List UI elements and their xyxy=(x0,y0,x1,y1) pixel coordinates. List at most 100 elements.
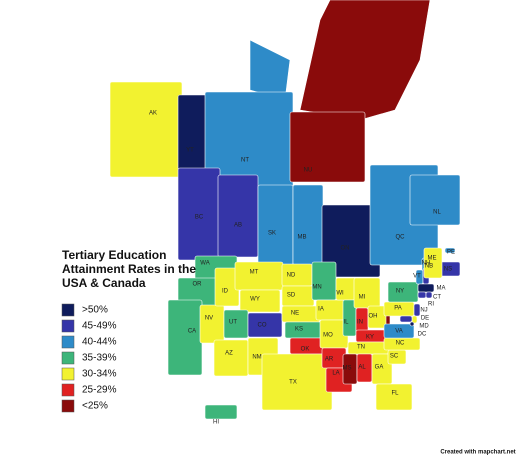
legend-swatch xyxy=(61,335,75,349)
region-label: MD xyxy=(419,324,429,330)
region-label: NJ xyxy=(420,308,427,314)
region-label: AK xyxy=(149,111,157,117)
region-shape xyxy=(234,261,284,291)
region-label: TX xyxy=(289,380,297,386)
region-label: NY xyxy=(396,289,404,295)
region-label: UT xyxy=(229,320,237,326)
credit: Created with mapchart.net xyxy=(440,450,515,456)
region-label: OH xyxy=(369,314,378,320)
region-label: WY xyxy=(250,297,260,303)
region-label: YT xyxy=(186,148,194,154)
legend-swatch xyxy=(61,351,75,365)
region-label: NL xyxy=(433,210,441,216)
region-label: MB xyxy=(298,235,307,241)
region-label: LA xyxy=(332,371,339,377)
region-label: AL xyxy=(358,365,366,371)
region-label: TN xyxy=(357,345,365,351)
region-shape xyxy=(247,312,283,338)
region-shape xyxy=(383,323,415,339)
region-label: AZ xyxy=(225,351,233,357)
region-label: ID xyxy=(222,289,229,295)
region-label: BC xyxy=(195,215,204,221)
region-label: NU xyxy=(304,168,313,174)
region-shape xyxy=(423,247,443,279)
region-label: NV xyxy=(205,316,213,322)
region-label: SD xyxy=(287,293,296,299)
region-label: KS xyxy=(295,327,303,333)
region-shape xyxy=(292,184,324,266)
region-shape xyxy=(109,81,183,178)
region-label: DE xyxy=(421,316,429,322)
region-label: VA xyxy=(395,329,403,335)
legend-label: 45-49% xyxy=(82,321,117,332)
region-label: AB xyxy=(234,223,242,229)
legend-label: 35-39% xyxy=(82,353,117,364)
legend-label: <25% xyxy=(82,401,108,412)
legend-title: USA & Canada xyxy=(62,276,146,290)
region-label: SC xyxy=(390,354,399,360)
legend-swatch xyxy=(61,383,75,397)
region-label: PA xyxy=(394,306,402,312)
region-label: QC xyxy=(396,235,406,241)
region-label: ND xyxy=(287,273,296,279)
region-shape xyxy=(167,299,203,376)
region-shape xyxy=(261,353,333,411)
region-label: GA xyxy=(375,365,384,371)
region-shape xyxy=(204,404,238,420)
region-shape xyxy=(417,291,427,299)
region-shape xyxy=(284,321,324,339)
region-shape xyxy=(353,277,381,309)
region-label: CO xyxy=(258,323,267,329)
region-label: PE xyxy=(447,250,455,256)
region-shape xyxy=(311,261,337,301)
region-shape xyxy=(409,321,415,327)
region-label: DC xyxy=(418,332,427,338)
region-label: NT xyxy=(241,158,249,164)
region-label: CT xyxy=(433,295,441,301)
region-label: FL xyxy=(391,391,399,397)
region-shape xyxy=(425,291,433,299)
region-shape xyxy=(281,305,321,323)
region-label: MO xyxy=(323,333,333,339)
region-label: ON xyxy=(341,246,350,252)
legend-title: Attainment Rates in the xyxy=(62,262,196,276)
region-label: VT xyxy=(413,274,421,280)
region-label: KY xyxy=(366,335,374,341)
region-label: MI xyxy=(359,295,366,301)
region-label: IL xyxy=(343,320,349,326)
region-label: OR xyxy=(193,282,203,288)
region-label: NB xyxy=(425,264,433,270)
legend-label: 25-29% xyxy=(82,385,117,396)
region-shape xyxy=(199,304,225,344)
region-label: MN xyxy=(312,285,321,291)
region-label: NC xyxy=(396,341,405,347)
legend-swatch xyxy=(61,399,75,413)
region-label: IA xyxy=(318,307,324,313)
region-shape xyxy=(413,303,421,317)
region-label: IN xyxy=(357,320,363,326)
region-shape xyxy=(375,383,413,411)
region-label: MT xyxy=(250,270,259,276)
region-label: AR xyxy=(325,357,334,363)
legend-title: Tertiary Education xyxy=(62,248,166,262)
region-label: NH xyxy=(422,261,431,267)
region-label: CA xyxy=(188,329,196,335)
region-shape xyxy=(399,315,413,323)
region-shape xyxy=(444,247,456,254)
region-shape xyxy=(257,184,294,266)
region-label: RI xyxy=(428,302,434,308)
region-label: WA xyxy=(200,261,209,267)
region-shape xyxy=(417,283,435,293)
region-label: NE xyxy=(291,311,299,317)
region-shape xyxy=(299,0,431,121)
region-label: ME xyxy=(428,256,437,262)
region-shape xyxy=(409,174,461,226)
region-label: NS xyxy=(444,267,452,273)
region-shape xyxy=(217,174,259,258)
legend-swatch xyxy=(61,319,75,333)
legend-label: 40-44% xyxy=(82,337,117,348)
region-label: SK xyxy=(268,231,276,237)
region-label: MA xyxy=(437,286,446,292)
region-shape xyxy=(213,339,249,377)
